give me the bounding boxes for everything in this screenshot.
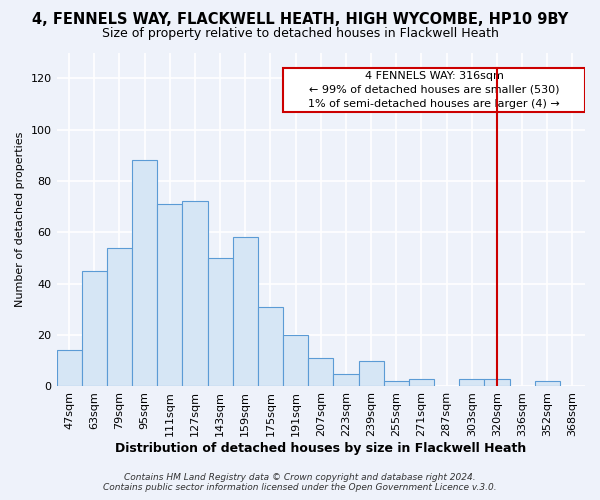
Bar [233,238,258,386]
Bar [208,258,233,386]
Bar [409,379,434,386]
Bar [56,350,82,386]
Bar [258,307,283,386]
Bar [359,361,383,386]
Bar [107,248,132,386]
Bar [484,379,509,386]
Bar [535,382,560,386]
Y-axis label: Number of detached properties: Number of detached properties [15,132,25,307]
Bar [383,382,409,386]
Bar [82,271,107,386]
Text: Size of property relative to detached houses in Flackwell Heath: Size of property relative to detached ho… [101,28,499,40]
Bar [283,335,308,386]
Bar [308,358,334,386]
Bar [157,204,182,386]
Bar [459,379,484,386]
Text: Contains HM Land Registry data © Crown copyright and database right 2024.
Contai: Contains HM Land Registry data © Crown c… [103,473,497,492]
X-axis label: Distribution of detached houses by size in Flackwell Heath: Distribution of detached houses by size … [115,442,526,455]
Text: 4 FENNELS WAY: 316sqm
← 99% of detached houses are smaller (530)
1% of semi-deta: 4 FENNELS WAY: 316sqm ← 99% of detached … [308,70,560,108]
Bar [182,202,208,386]
FancyBboxPatch shape [283,68,585,112]
Bar [132,160,157,386]
Bar [334,374,359,386]
Text: 4, FENNELS WAY, FLACKWELL HEATH, HIGH WYCOMBE, HP10 9BY: 4, FENNELS WAY, FLACKWELL HEATH, HIGH WY… [32,12,568,28]
